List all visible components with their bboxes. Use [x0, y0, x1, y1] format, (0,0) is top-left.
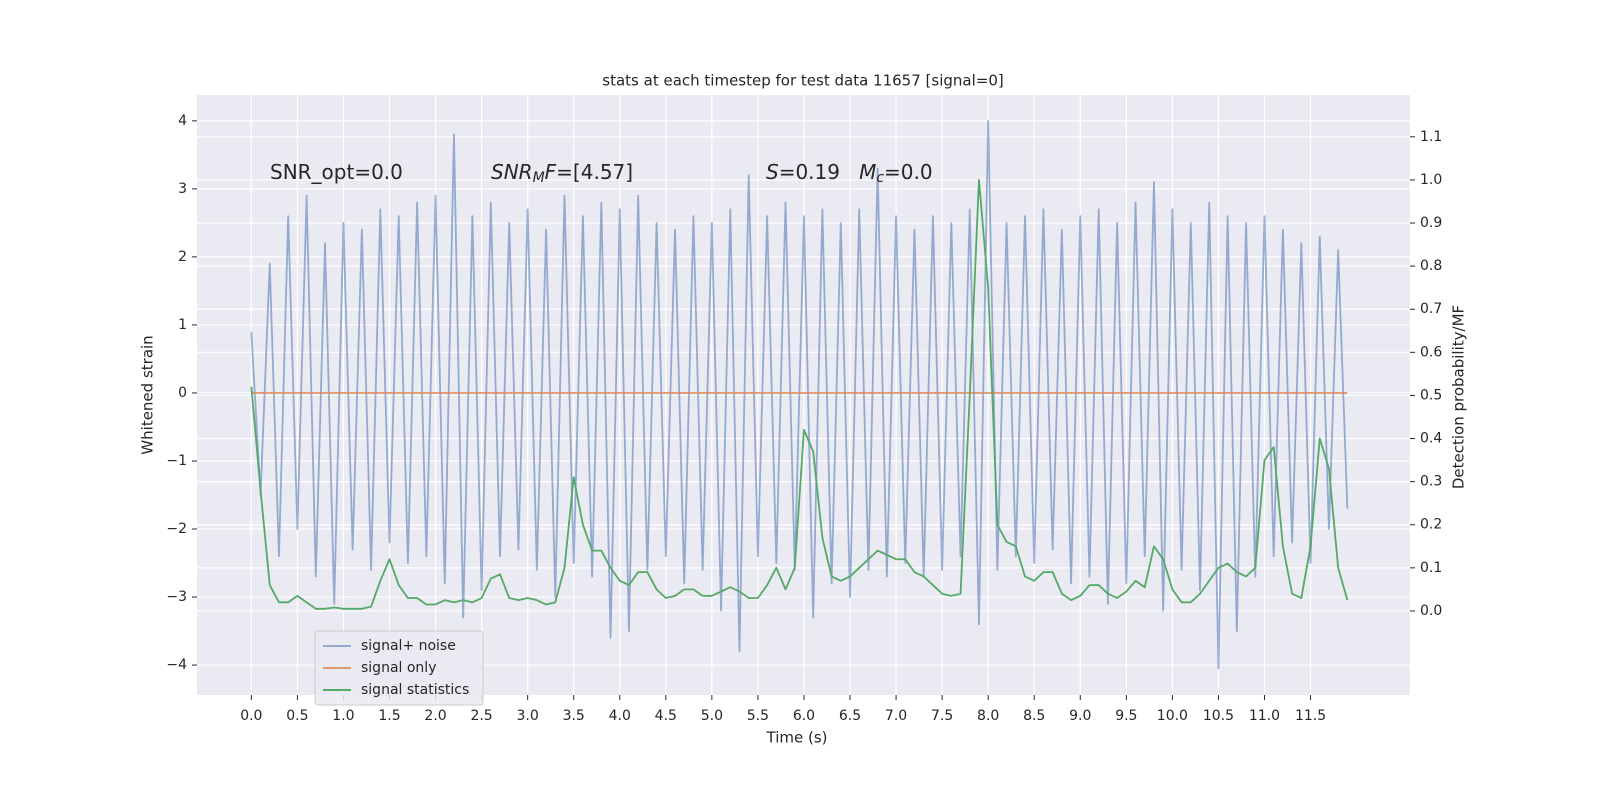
y2-tick-label: 0.5	[1420, 387, 1442, 403]
x-tick-label: 11.0	[1249, 708, 1280, 724]
x-tick-label: 11.5	[1295, 708, 1326, 724]
x-tick-label: 10.0	[1157, 708, 1188, 724]
annotation-part: =0.19	[779, 160, 859, 184]
x-tick-label: 9.5	[1115, 708, 1137, 724]
x-tick-label: 1.5	[378, 708, 400, 724]
annotation-part: c	[876, 170, 884, 186]
annotation-part: S	[766, 160, 779, 184]
x-tick-label: 7.5	[931, 708, 953, 724]
annotation: S=0.19 Mc=0.0	[766, 160, 933, 187]
y2-tick-label: 1.0	[1420, 172, 1442, 188]
y2-tick-label: 0.1	[1420, 560, 1442, 576]
x-tick-label: 2.5	[470, 708, 492, 724]
x-tick-label: 5.0	[701, 708, 723, 724]
y2-tick-label: 0.0	[1420, 603, 1442, 619]
y2-tick-label: 0.6	[1420, 344, 1442, 360]
y-tick-label: 1	[178, 317, 187, 333]
y-tick-label: −4	[166, 657, 187, 673]
x-tick-label: 6.5	[839, 708, 861, 724]
y2-tick-label: 0.8	[1420, 258, 1442, 274]
x-tick-label: 0.0	[240, 708, 262, 724]
lines	[250, 119, 1349, 670]
annotation-part: =0.0	[884, 160, 933, 184]
y-tick-label: 0	[178, 385, 187, 401]
annotation: SNR_opt=0.0	[270, 160, 403, 184]
x-tick-label: 5.5	[747, 708, 769, 724]
x-tick-label: 2.0	[424, 708, 446, 724]
y-tick-label: 3	[178, 181, 187, 197]
annotation-part: M	[533, 170, 545, 186]
y-tick-label: −1	[166, 453, 187, 469]
y2-tick-label: 0.4	[1420, 431, 1442, 447]
x-tick-label: 1.0	[332, 708, 354, 724]
x-tick-label: 8.5	[1023, 708, 1045, 724]
x-tick-label: 10.5	[1203, 708, 1234, 724]
annotation-part: F	[545, 160, 557, 184]
y-tick-label: −2	[166, 521, 187, 537]
x-tick-label: 3.5	[563, 708, 585, 724]
chart-title: stats at each timestep for test data 116…	[602, 72, 1003, 90]
x-tick-label: 4.5	[655, 708, 677, 724]
y-tick-label: −3	[166, 589, 187, 605]
y-axis-label: Whitened strain	[139, 335, 157, 454]
axes: 0.0 0.5 1.0 1.5 2.0 2.5 3.0 3.5 4.0 4.5 5.0 5.5 6.0 6…	[166, 113, 1442, 724]
x-tick-label: 3.0	[517, 708, 539, 724]
x-tick-label: 0.5	[286, 708, 308, 724]
x-axis-label: Time (s)	[766, 729, 828, 747]
legend-label: signal+ noise	[361, 638, 456, 654]
y-tick-label: 4	[178, 113, 187, 129]
x-tick-label: 8.0	[977, 708, 999, 724]
y2-tick-label: 0.2	[1420, 517, 1442, 533]
y2-tick-label: 0.7	[1420, 301, 1442, 317]
x-tick-label: 7.0	[885, 708, 907, 724]
y2-tick-label: 0.9	[1420, 215, 1442, 231]
legend-box	[314, 630, 484, 706]
annotation: SNRMF=[4.57]	[491, 160, 633, 187]
annotation-part: M	[859, 160, 876, 184]
y2-tick-label: 1.1	[1420, 129, 1442, 145]
annotation-part: =[4.57]	[556, 160, 633, 184]
annotation-part: SNR	[491, 160, 533, 184]
y2-axis-label: Detection probability/MF	[1450, 305, 1468, 489]
x-tick-label: 6.0	[793, 708, 815, 724]
x-tick-label: 9.0	[1069, 708, 1091, 724]
legend-label: signal statistics	[361, 682, 469, 698]
y2-tick-label: 0.3	[1420, 474, 1442, 490]
legend-label: signal only	[361, 660, 436, 676]
x-tick-label: 4.0	[609, 708, 631, 724]
legend: signal+ noise signal only signal statistic…	[314, 630, 484, 706]
annotation-part: SNR_opt=0.0	[270, 160, 403, 184]
series-line	[250, 179, 1349, 610]
y-tick-label: 2	[178, 249, 187, 265]
